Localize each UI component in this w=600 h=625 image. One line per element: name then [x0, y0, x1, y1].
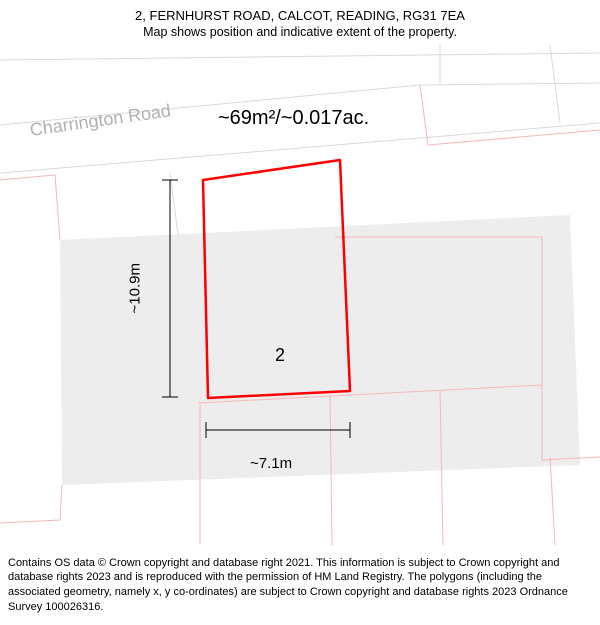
height-dimension-label: ~10.9m — [127, 263, 144, 313]
width-dimension-label: ~7.1m — [250, 455, 292, 472]
map-area: ~69m²/~0.017ac. Charrington Road ~10.9m … — [0, 45, 600, 545]
property-number: 2 — [275, 345, 285, 366]
address-title: 2, FERNHURST ROAD, CALCOT, READING, RG31… — [10, 8, 590, 23]
copyright-footer: Contains OS data © Crown copyright and d… — [0, 550, 600, 625]
subtitle: Map shows position and indicative extent… — [10, 25, 590, 39]
header: 2, FERNHURST ROAD, CALCOT, READING, RG31… — [0, 0, 600, 43]
area-label: ~69m²/~0.017ac. — [218, 107, 369, 130]
